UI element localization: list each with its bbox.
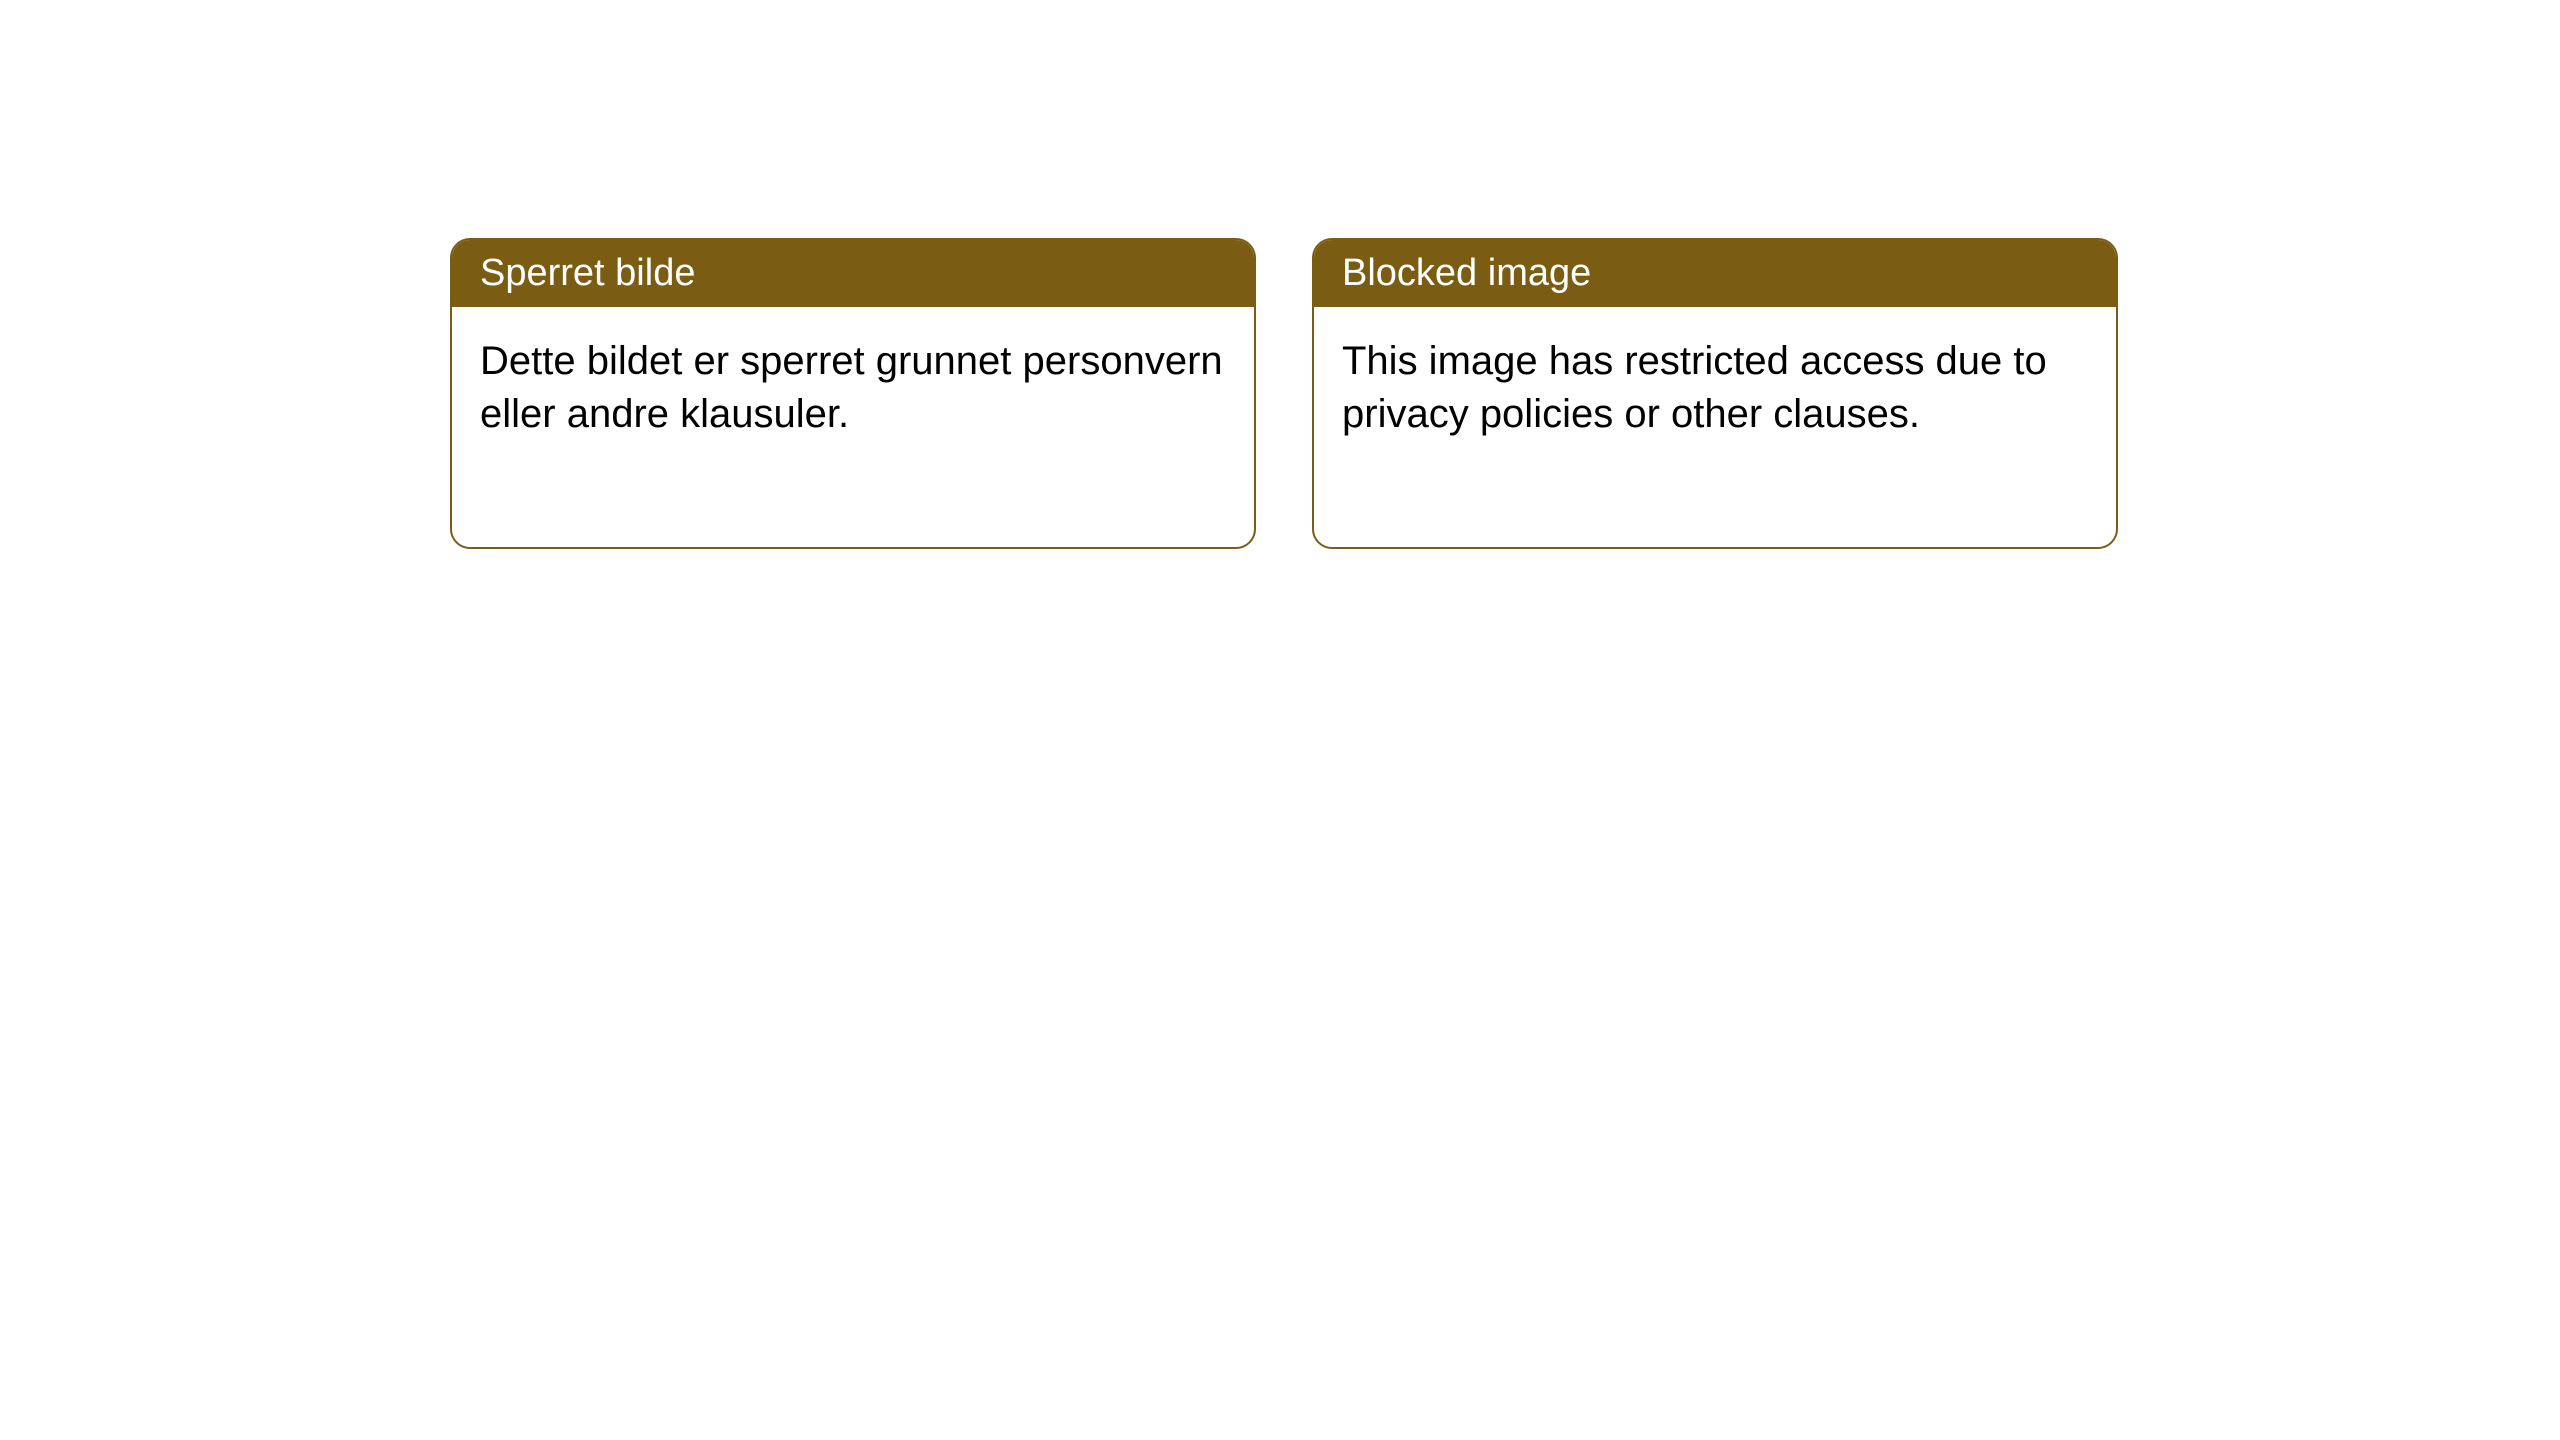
notice-title: Sperret bilde — [480, 252, 695, 294]
notice-title: Blocked image — [1342, 252, 1591, 294]
notice-body-text: Dette bildet er sperret grunnet personve… — [480, 339, 1223, 436]
notice-body: This image has restricted access due to … — [1314, 307, 2116, 547]
notice-header: Sperret bilde — [452, 240, 1254, 307]
notice-card-english: Blocked image This image has restricted … — [1312, 238, 2118, 549]
notice-container: Sperret bilde Dette bildet er sperret gr… — [0, 0, 2560, 549]
notice-body: Dette bildet er sperret grunnet personve… — [452, 307, 1254, 547]
notice-card-norwegian: Sperret bilde Dette bildet er sperret gr… — [450, 238, 1256, 549]
notice-header: Blocked image — [1314, 240, 2116, 307]
notice-body-text: This image has restricted access due to … — [1342, 339, 2047, 436]
